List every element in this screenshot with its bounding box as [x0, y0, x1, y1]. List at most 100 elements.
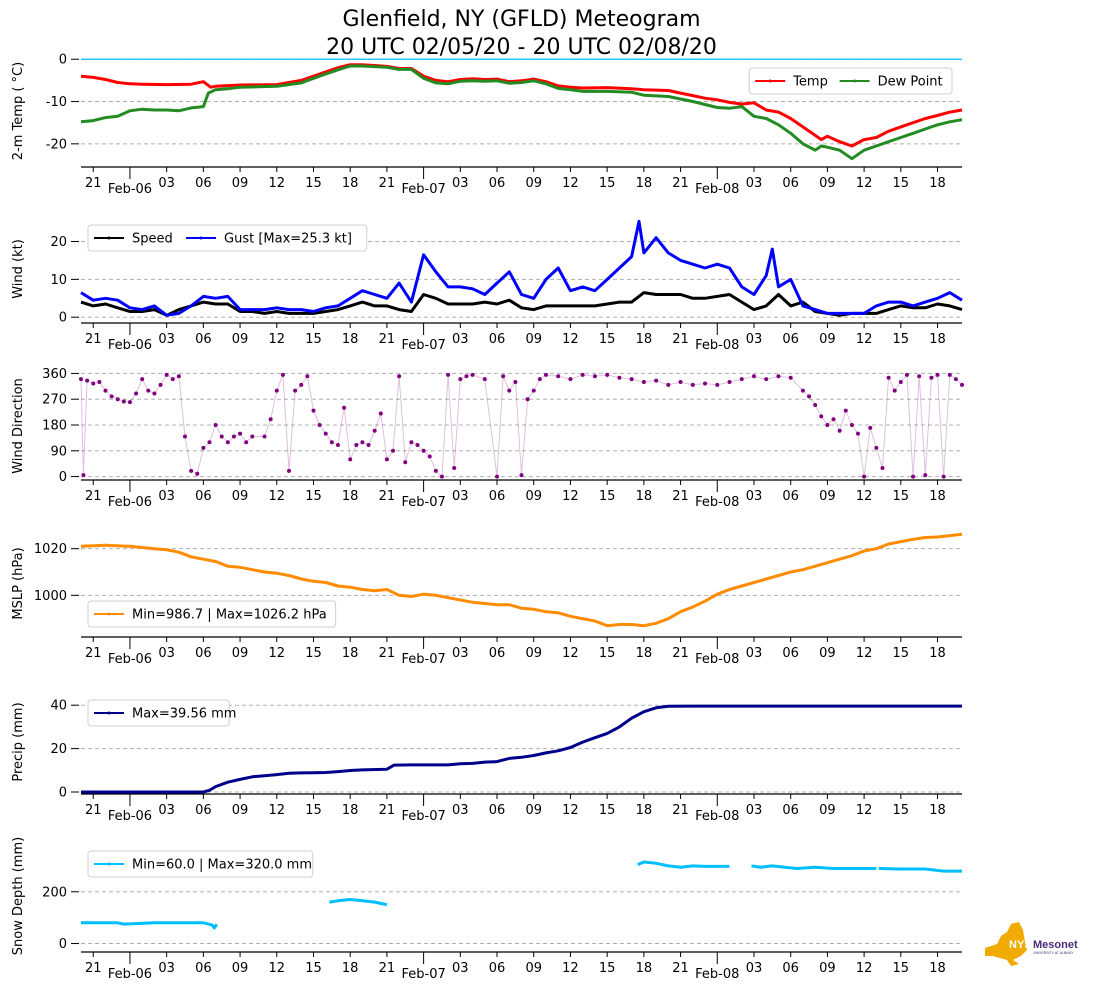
x-tick-label: 06	[489, 961, 506, 976]
x-tick-label: 06	[489, 332, 506, 347]
x-tick-label: 12	[562, 332, 579, 347]
x-tick-label: 21	[85, 332, 102, 347]
x-tick-label: 21	[672, 176, 689, 191]
y-tick-label: 90	[50, 444, 67, 459]
x-tick-label: 18	[636, 646, 653, 661]
y-axis-label: 2-m Temp ( °C)	[11, 62, 26, 160]
data-point	[299, 382, 304, 387]
x-tick-label: 03	[452, 961, 469, 976]
data-point	[201, 445, 206, 450]
data-point	[525, 397, 530, 402]
x-tick-label: 21	[672, 646, 689, 661]
data-point	[250, 434, 255, 439]
x-tick-label: 15	[893, 646, 910, 661]
x-tick-label: 03	[158, 803, 175, 818]
data-point	[446, 372, 451, 377]
x-tick-label: 03	[746, 646, 763, 661]
series-line-temp	[80, 63, 963, 148]
x-tick-label: 18	[342, 803, 359, 818]
series-line-snow-depth	[329, 898, 388, 907]
data-point	[189, 468, 194, 473]
data-point	[360, 440, 365, 445]
data-point	[543, 372, 548, 377]
data-point	[366, 443, 371, 448]
x-tick-label: 06	[489, 489, 506, 504]
data-point	[287, 468, 292, 473]
x-tick-label: 03	[746, 176, 763, 191]
data-point	[917, 374, 922, 379]
x-tick-label: 03	[158, 961, 175, 976]
logo-nys-text: NYS	[1009, 939, 1032, 951]
data-point	[280, 372, 285, 377]
y-tick-label: 0	[59, 786, 67, 801]
data-point	[409, 440, 414, 445]
x-tick-label: 15	[305, 489, 322, 504]
legend-marker	[853, 79, 857, 83]
x-date-label: Feb-07	[401, 338, 445, 353]
data-point	[152, 391, 157, 396]
data-point	[605, 372, 610, 377]
x-tick-label: 15	[599, 803, 616, 818]
x-tick-label: 09	[525, 176, 542, 191]
x-tick-label: 03	[452, 646, 469, 661]
data-point	[158, 382, 163, 387]
x-tick-label: 15	[599, 489, 616, 504]
x-tick-label: 15	[599, 176, 616, 191]
x-tick-label: 15	[599, 646, 616, 661]
x-date-label: Feb-07	[401, 495, 445, 510]
x-tick-label: 12	[856, 332, 873, 347]
data-point	[231, 434, 236, 439]
legend-label: Dew Point	[878, 75, 943, 90]
data-point	[953, 377, 958, 382]
x-tick-label: 18	[929, 961, 946, 976]
x-tick-label: 06	[195, 803, 212, 818]
data-point	[323, 431, 328, 436]
data-point	[305, 374, 310, 379]
x-tick-label: 21	[379, 803, 396, 818]
x-tick-label: 21	[672, 332, 689, 347]
y-tick-label: -20	[46, 137, 67, 152]
x-tick-label: 21	[672, 961, 689, 976]
x-date-label: Feb-07	[401, 182, 445, 197]
x-tick-label: 09	[819, 803, 836, 818]
y-tick-label: 20	[50, 235, 67, 250]
x-tick-label: 15	[305, 176, 322, 191]
data-point	[378, 411, 383, 416]
x-tick-label: 18	[342, 646, 359, 661]
data-point	[452, 465, 457, 470]
data-point	[580, 372, 585, 377]
logo-graphic: NYS Mesonet UNIVERSITY AT ALBANY	[985, 922, 1078, 966]
legend-label: Gust [Max=25.3 kt]	[224, 232, 352, 247]
data-point	[219, 434, 224, 439]
x-tick-label: 09	[525, 803, 542, 818]
x-tick-label: 12	[856, 489, 873, 504]
x-date-label: Feb-08	[695, 967, 739, 982]
data-point	[391, 448, 396, 453]
nys-mesonet-logo: NYS Mesonet UNIVERSITY AT ALBANY	[983, 920, 1083, 970]
y-tick-label: 200	[42, 885, 67, 900]
x-tick-label: 06	[195, 176, 212, 191]
x-tick-label: 03	[158, 646, 175, 661]
chart-title: Glenfield, NY (GFLD) Meteogram 20 UTC 02…	[0, 6, 1043, 62]
data-point	[207, 440, 212, 445]
x-tick-label: 15	[893, 803, 910, 818]
data-point	[654, 378, 659, 383]
chart-title-line1: Glenfield, NY (GFLD) Meteogram	[342, 7, 701, 32]
x-tick-label: 21	[672, 803, 689, 818]
x-tick-label: 06	[489, 176, 506, 191]
x-date-label: Feb-06	[108, 338, 152, 353]
x-tick-label: 21	[85, 803, 102, 818]
x-tick-label: 12	[562, 176, 579, 191]
x-tick-label: 15	[893, 176, 910, 191]
data-point	[617, 375, 622, 380]
x-tick-label: 12	[856, 961, 873, 976]
data-point	[592, 374, 597, 379]
data-point	[482, 377, 487, 382]
legend-marker	[107, 711, 111, 715]
x-tick-label: 06	[195, 646, 212, 661]
x-tick-label: 21	[85, 646, 102, 661]
x-tick-label: 09	[232, 961, 249, 976]
x-tick-label: 03	[746, 489, 763, 504]
x-date-label: Feb-06	[108, 967, 152, 982]
